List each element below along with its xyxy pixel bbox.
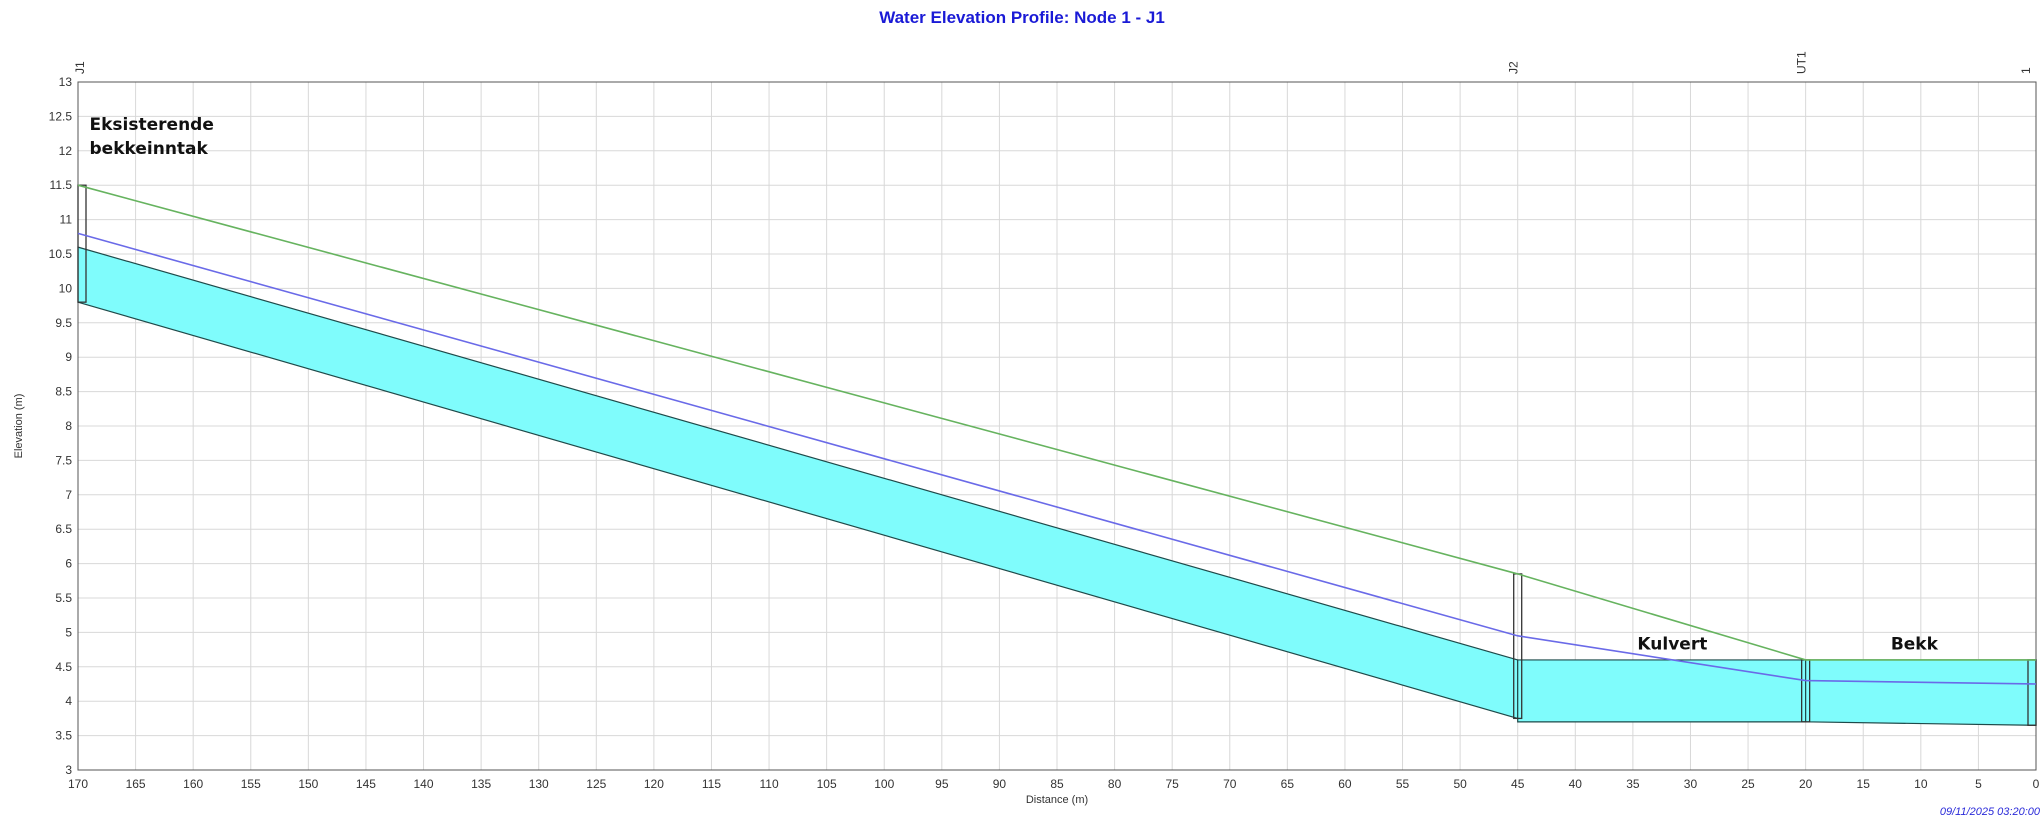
x-tick-label: 125 bbox=[586, 777, 606, 791]
x-tick-label: 30 bbox=[1684, 777, 1698, 791]
node-label: UT1 bbox=[1795, 51, 1809, 74]
conduit-section bbox=[1517, 659, 1807, 723]
y-tick-label: 3.5 bbox=[55, 729, 72, 743]
timestamp: 09/11/2025 03:20:00 bbox=[1939, 806, 2040, 818]
x-tick-label: 115 bbox=[702, 777, 721, 791]
y-tick-label: 9 bbox=[65, 350, 72, 364]
annotation-label: Bekk bbox=[1891, 635, 1939, 655]
node-structure bbox=[77, 184, 87, 303]
x-tick-label: 145 bbox=[356, 777, 376, 791]
x-tick-label: 150 bbox=[298, 777, 318, 791]
y-tick-label: 4 bbox=[65, 694, 72, 708]
y-tick-label: 10 bbox=[59, 281, 73, 295]
y-tick-label: 12.5 bbox=[49, 109, 73, 123]
x-tick-label: 165 bbox=[126, 777, 146, 791]
y-tick-label: 9.5 bbox=[55, 316, 72, 330]
y-tick-label: 6 bbox=[65, 557, 72, 571]
x-tick-label: 20 bbox=[1799, 777, 1813, 791]
x-tick-label: 75 bbox=[1165, 777, 1179, 791]
x-tick-label: 5 bbox=[1975, 777, 1982, 791]
y-tick-label: 7 bbox=[65, 488, 72, 502]
y-tick-label: 11.5 bbox=[50, 178, 73, 192]
y-tick-label: 8.5 bbox=[55, 385, 72, 399]
x-tick-label: 80 bbox=[1108, 777, 1122, 791]
x-tick-label: 170 bbox=[68, 777, 88, 791]
x-tick-label: 130 bbox=[529, 777, 549, 791]
x-tick-label: 90 bbox=[993, 777, 1007, 791]
plot-frame bbox=[77, 81, 2037, 771]
y-tick-label: 5 bbox=[65, 625, 72, 639]
x-axis-title: Distance (m) bbox=[1026, 794, 1088, 806]
x-tick-label: 155 bbox=[241, 777, 261, 791]
annotation-label: bekkeinntak bbox=[90, 139, 209, 159]
x-tick-label: 110 bbox=[759, 777, 778, 791]
x-tick-label: 15 bbox=[1857, 777, 1871, 791]
y-tick-label: 3 bbox=[65, 763, 72, 777]
y-tick-label: 10.5 bbox=[49, 247, 73, 261]
x-tick-label: 65 bbox=[1281, 777, 1295, 791]
node-label: J1 bbox=[73, 61, 87, 74]
x-tick-label: 70 bbox=[1223, 777, 1237, 791]
x-tick-label: 0 bbox=[2033, 777, 2040, 791]
x-tick-label: 40 bbox=[1569, 777, 1583, 791]
y-tick-label: 13 bbox=[59, 75, 73, 89]
x-tick-label: 160 bbox=[183, 777, 203, 791]
y-tick-label: 4.5 bbox=[55, 660, 72, 674]
x-tick-label: 85 bbox=[1050, 777, 1064, 791]
x-tick-label: 55 bbox=[1396, 777, 1410, 791]
x-tick-label: 140 bbox=[414, 777, 434, 791]
water-elevation-line bbox=[77, 232, 2037, 685]
ground-line bbox=[77, 184, 2036, 661]
y-tick-label: 11 bbox=[60, 213, 73, 227]
node-label: J2 bbox=[1507, 61, 1521, 74]
x-tick-label: 50 bbox=[1453, 777, 1467, 791]
node-label: 1 bbox=[2019, 67, 2033, 74]
x-tick-label: 25 bbox=[1741, 777, 1755, 791]
conduit-section bbox=[1805, 659, 2037, 726]
y-tick-label: 8 bbox=[65, 419, 72, 433]
annotation-label: Kulvert bbox=[1637, 635, 1707, 655]
conduit-section bbox=[77, 246, 1519, 720]
annotation-label: Eksisterende bbox=[90, 115, 214, 135]
x-tick-label: 95 bbox=[935, 777, 949, 791]
x-tick-label: 35 bbox=[1626, 777, 1640, 791]
y-tick-label: 12 bbox=[59, 144, 73, 158]
x-tick-label: 105 bbox=[817, 777, 837, 791]
chart-title: Water Elevation Profile: Node 1 - J1 bbox=[879, 8, 1165, 27]
x-tick-label: 100 bbox=[874, 777, 894, 791]
x-tick-label: 45 bbox=[1511, 777, 1525, 791]
x-tick-label: 60 bbox=[1338, 777, 1352, 791]
x-tick-label: 135 bbox=[471, 777, 491, 791]
y-tick-label: 7.5 bbox=[55, 453, 72, 467]
y-tick-label: 5.5 bbox=[55, 591, 72, 605]
y-axis-title: Elevation (m) bbox=[13, 394, 25, 459]
x-tick-label: 10 bbox=[1914, 777, 1928, 791]
x-tick-label: 120 bbox=[644, 777, 664, 791]
y-tick-label: 6.5 bbox=[55, 522, 72, 536]
